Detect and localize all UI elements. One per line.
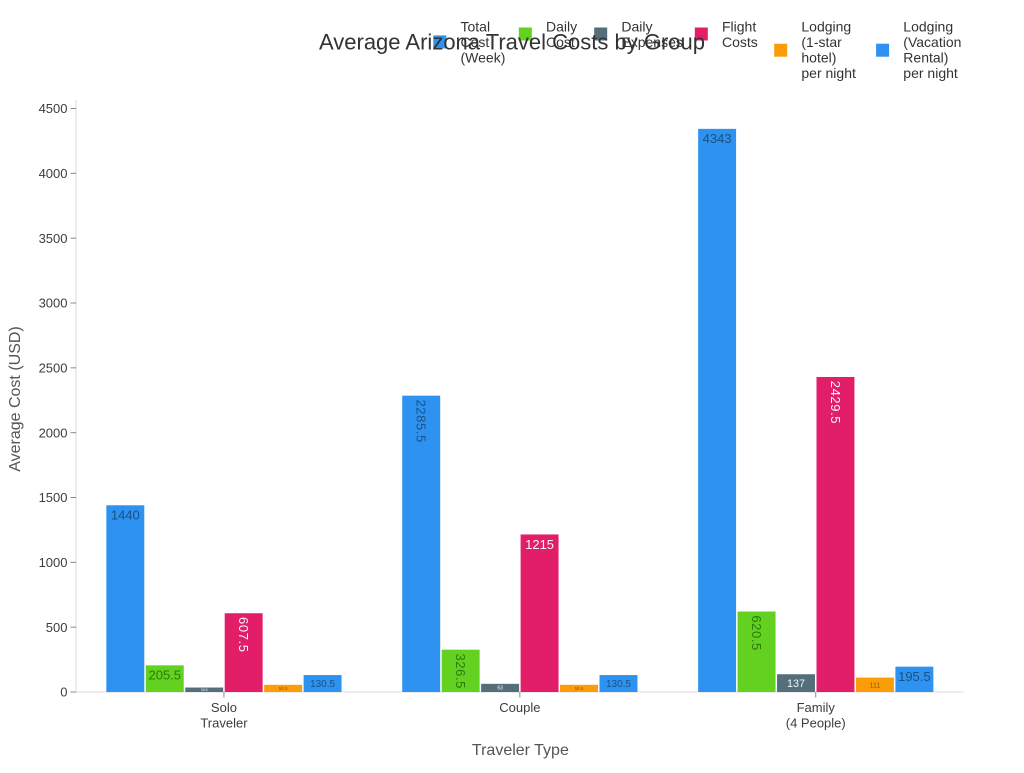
- svg-text:620.5: 620.5: [749, 615, 764, 651]
- svg-text:per night: per night: [903, 65, 958, 81]
- svg-text:Daily: Daily: [546, 18, 577, 34]
- svg-text:1215: 1215: [525, 537, 554, 552]
- svg-text:3500: 3500: [39, 231, 68, 246]
- svg-text:1440: 1440: [111, 508, 140, 523]
- svg-text:Average Cost (USD): Average Cost (USD): [7, 326, 24, 472]
- svg-text:hotel): hotel): [801, 50, 836, 66]
- svg-text:3000: 3000: [39, 296, 68, 311]
- svg-text:2285.5: 2285.5: [414, 399, 429, 442]
- svg-text:Lodging: Lodging: [801, 18, 851, 34]
- svg-text:137: 137: [787, 678, 805, 690]
- svg-text:(Vacation: (Vacation: [903, 34, 961, 50]
- svg-text:Traveler Type: Traveler Type: [472, 742, 569, 759]
- svg-text:Total: Total: [461, 18, 491, 34]
- svg-text:4000: 4000: [39, 166, 68, 181]
- svg-text:111: 111: [870, 681, 881, 689]
- svg-text:2429.5: 2429.5: [828, 381, 843, 424]
- svg-text:205.5: 205.5: [148, 668, 181, 683]
- svg-text:130.5: 130.5: [606, 679, 631, 690]
- svg-text:Expenses: Expenses: [621, 34, 682, 50]
- svg-text:63: 63: [497, 686, 503, 692]
- svg-text:55.5: 55.5: [279, 686, 288, 691]
- svg-text:500: 500: [46, 620, 68, 635]
- svg-text:Couple: Couple: [499, 700, 540, 715]
- svg-text:195.5: 195.5: [898, 669, 931, 684]
- svg-text:55.5: 55.5: [575, 686, 584, 691]
- svg-text:(Week): (Week): [461, 50, 506, 66]
- svg-text:(4 People): (4 People): [786, 715, 846, 730]
- svg-text:Cost: Cost: [546, 34, 575, 50]
- svg-text:1000: 1000: [39, 555, 68, 570]
- svg-text:2500: 2500: [39, 361, 68, 376]
- svg-text:Solo: Solo: [211, 700, 237, 715]
- svg-text:Daily: Daily: [621, 18, 652, 34]
- svg-text:34.5: 34.5: [201, 688, 208, 692]
- svg-text:Flight: Flight: [722, 18, 756, 34]
- svg-text:Costs: Costs: [722, 34, 758, 50]
- svg-text:607.5: 607.5: [236, 617, 251, 653]
- svg-text:4343: 4343: [703, 131, 732, 146]
- svg-text:Family: Family: [797, 700, 836, 715]
- svg-text:Rental): Rental): [903, 50, 948, 66]
- svg-text:Cost: Cost: [461, 34, 490, 50]
- svg-text:Average Arizona Travel Costs b: Average Arizona Travel Costs by Group: [319, 30, 705, 55]
- svg-text:0: 0: [60, 685, 67, 700]
- svg-text:(1-star: (1-star: [801, 34, 842, 50]
- svg-text:4500: 4500: [39, 101, 68, 116]
- svg-text:326.5: 326.5: [453, 653, 468, 689]
- svg-text:130.5: 130.5: [310, 679, 335, 690]
- svg-text:1500: 1500: [39, 490, 68, 505]
- svg-text:per night: per night: [801, 65, 856, 81]
- svg-text:2000: 2000: [39, 425, 68, 440]
- svg-text:Traveler: Traveler: [200, 715, 248, 730]
- svg-text:Lodging: Lodging: [903, 18, 953, 34]
